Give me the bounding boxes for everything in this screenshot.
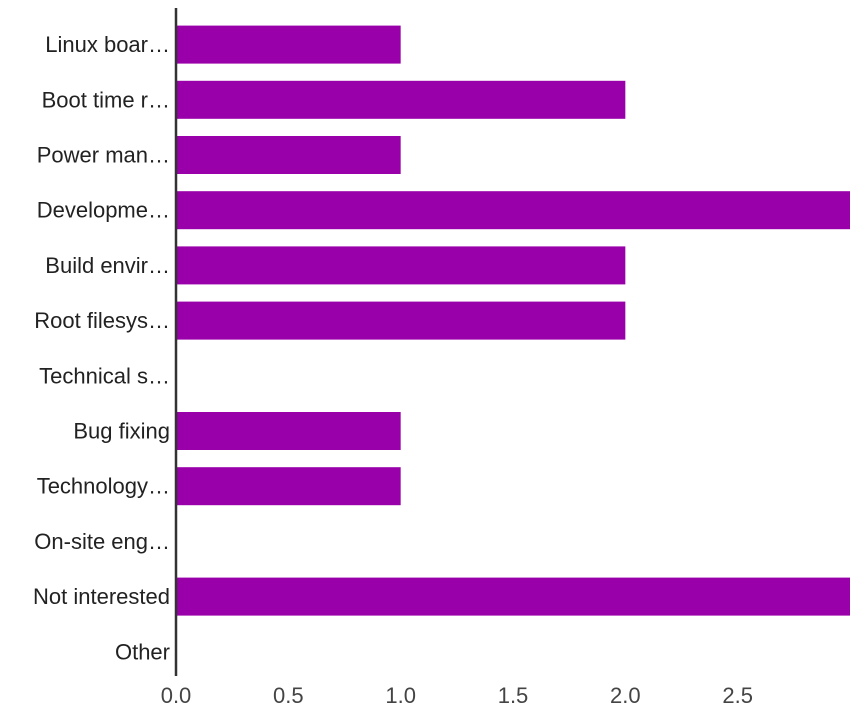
x-tick-label: 0.5 (273, 683, 304, 708)
category-label: Technology… (37, 474, 170, 499)
category-label: Technical s… (39, 363, 170, 388)
category-label: Developme… (37, 198, 170, 223)
category-label: Root filesys… (34, 308, 170, 333)
bar (176, 467, 401, 506)
bar (176, 191, 850, 230)
bar (176, 577, 850, 616)
category-label: Power man… (37, 143, 170, 168)
bars-group (176, 25, 850, 616)
bar (176, 412, 401, 450)
category-label: On-site eng… (34, 529, 170, 554)
category-label: Linux boar… (45, 32, 170, 57)
bar (176, 25, 401, 64)
x-tick-labels: 0.0 0.5 1.0 1.5 2.0 2.5 (161, 683, 753, 708)
bar (176, 136, 401, 174)
x-tick-label: 2.0 (610, 683, 641, 708)
bar (176, 80, 626, 119)
category-labels: Linux boar… Boot time r… Power man… Develop… (33, 32, 170, 664)
bar (176, 301, 626, 340)
x-tick-label: 0.0 (161, 683, 192, 708)
category-label: Not interested (33, 584, 170, 609)
x-tick-label: 1.0 (385, 683, 416, 708)
category-label: Other (115, 639, 170, 664)
x-tick-label: 2.5 (722, 683, 753, 708)
category-label: Build envir… (45, 253, 170, 278)
bar (176, 246, 626, 285)
category-label: Bug fixing (73, 419, 170, 444)
x-tick-label: 1.5 (498, 683, 529, 708)
category-label: Boot time r… (42, 87, 170, 112)
